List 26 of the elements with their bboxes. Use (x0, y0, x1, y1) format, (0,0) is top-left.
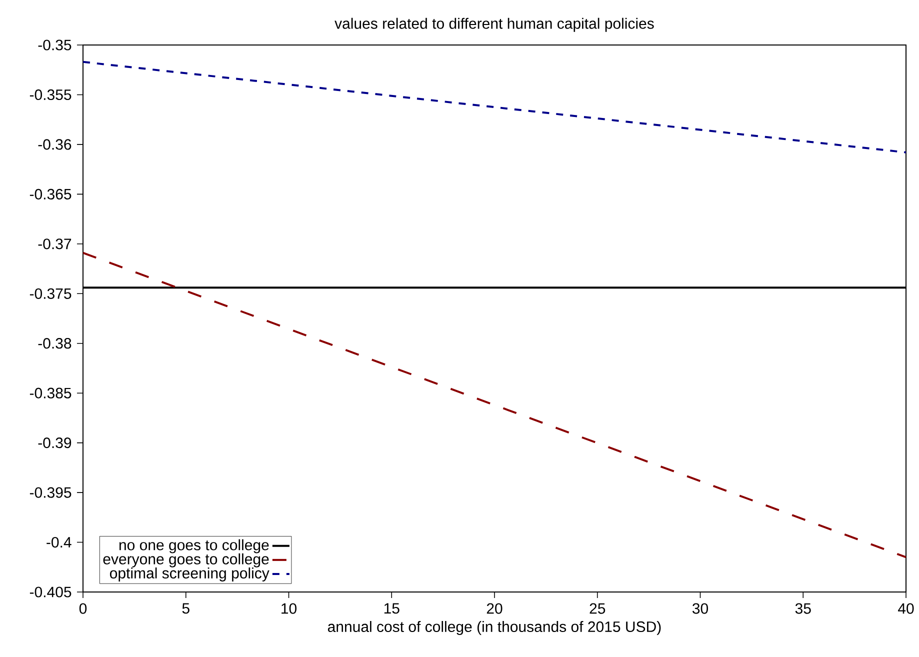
y-tick-label: -0.355 (30, 89, 72, 100)
y-tick-label: -0.375 (30, 288, 72, 299)
x-tick-label: 30 (692, 603, 708, 614)
y-tick-label: -0.37 (38, 238, 72, 250)
x-axis-title: annual cost of college (in thousands of 2015 USD) (328, 621, 661, 635)
y-tick-label: -0.35 (38, 40, 72, 50)
y-tick-label: -0.38 (38, 338, 72, 349)
x-tick-label: 25 (590, 603, 606, 614)
y-tick-label: -0.405 (30, 586, 72, 598)
y-tick-label: -0.39 (38, 438, 72, 448)
y-tick-label: -0.395 (30, 487, 72, 498)
x-tick-label: 20 (486, 603, 502, 614)
legend-label: everyone goes to college (103, 553, 269, 568)
x-tick-label: 10 (282, 603, 296, 614)
y-tick-label: -0.365 (30, 188, 72, 200)
x-tick-label: 35 (795, 603, 811, 614)
legend-label: no one goes to college (119, 539, 269, 554)
y-tick-label: -0.4 (46, 536, 72, 548)
legend-label: optimal screening policy (110, 567, 270, 582)
x-tick-label: 40 (898, 603, 914, 614)
chart-title: values related to different human capital policies (334, 18, 654, 32)
x-tick-label: 5 (182, 603, 190, 614)
y-tick-label: -0.36 (38, 139, 72, 150)
x-tick-label: 15 (384, 603, 400, 614)
x-tick-label: 0 (79, 603, 87, 614)
y-tick-label: -0.385 (30, 388, 72, 398)
